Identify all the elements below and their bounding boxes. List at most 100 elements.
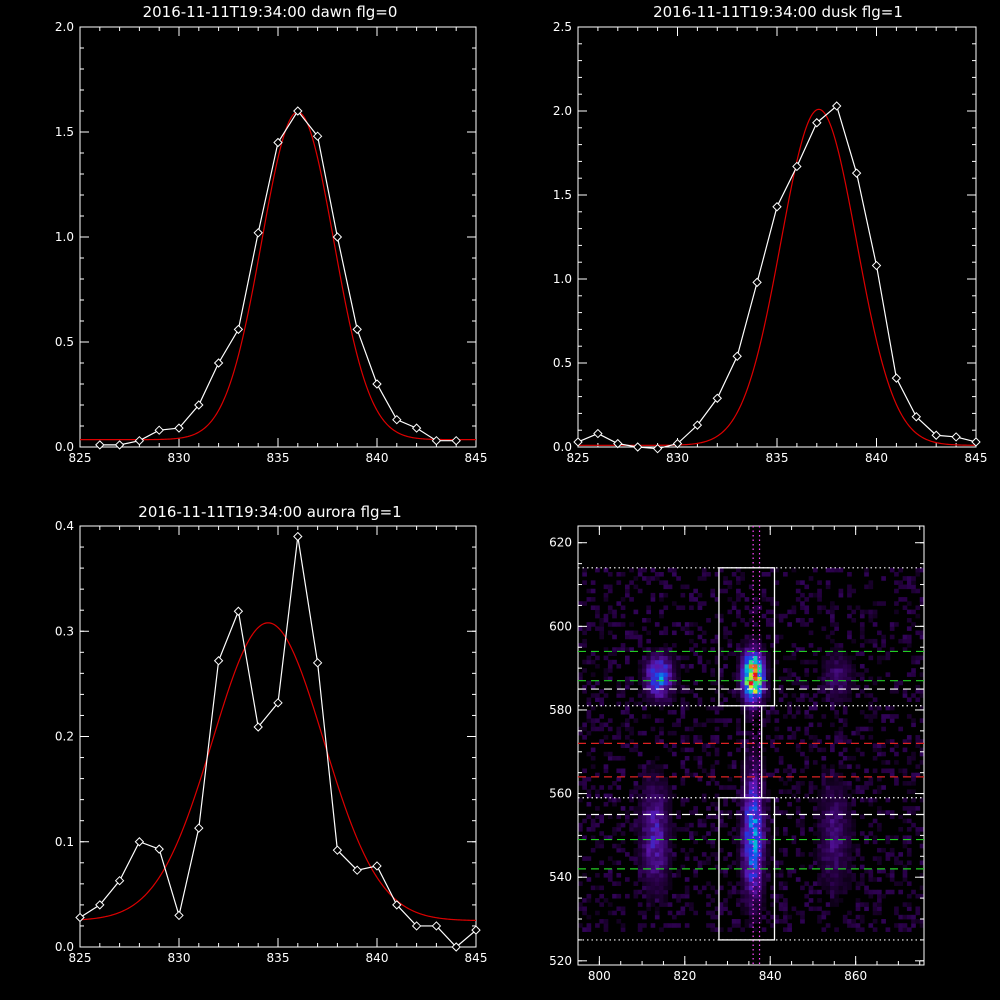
panel-3-heatmap-cell (906, 576, 912, 581)
panel-3-heatmap-cell (642, 889, 647, 895)
panel-3-heatmap-cell (842, 684, 848, 690)
panel-3-heatmap-cell (718, 613, 724, 619)
panel-3-heatmap-cell (821, 831, 827, 836)
panel-3-heatmap-cell (753, 910, 758, 916)
panel-3-heatmap-cell (919, 893, 925, 899)
panel-3-heatmap-cell (864, 868, 869, 874)
panel-3-heatmap-cell (744, 668, 750, 673)
panel-3-heatmap-cell (898, 726, 904, 732)
panel-1-data-point (692, 420, 703, 430)
panel-3-heatmap-cell (915, 735, 921, 740)
panel-3-heatmap-cell (761, 697, 767, 702)
panel-3-heatmap-cell (812, 693, 818, 698)
panel-3-heatmap-cell (778, 881, 784, 886)
panel-3-heatmap-cell (723, 822, 728, 828)
panel-3-heatmap-cell (761, 643, 767, 648)
panel-3-heatmap-cell (859, 622, 865, 627)
panel-3-heatmap-cell (770, 743, 775, 748)
panel-3-heatmap-cell (847, 818, 852, 824)
panel-3-heatmap-cell (607, 726, 613, 732)
panel-3-heatmap-cell (710, 772, 716, 778)
panel-3-heatmap-cell (667, 868, 673, 874)
panel-3-heatmap-cell (744, 835, 750, 840)
panel-3-heatmap-cell (693, 722, 698, 728)
panel-3-heatmap-cell (765, 860, 771, 866)
panel-3-heatmap-cell (667, 701, 673, 707)
panel-3-heatmap-cell (757, 701, 763, 707)
panel-3-heatmap-cell (804, 668, 810, 673)
panel-3-heatmap-cell (633, 789, 639, 794)
panel-3-heatmap-cell (800, 827, 805, 832)
panel-3-heatmap-cell (847, 693, 852, 698)
panel-3-heatmap-cell (607, 902, 613, 907)
panel-3-heatmap-cell (808, 705, 814, 711)
panel-3-heatmap-cell (744, 856, 750, 861)
panel-3-heatmap-cell (629, 856, 634, 861)
panel-3-heatmap-cell (812, 743, 818, 748)
panel-3-heatmap-cell (676, 814, 681, 820)
panel-3-heatmap-cell (654, 797, 660, 803)
panel-3-heatmap-cell (607, 868, 613, 874)
panel-3-heatmap-cell (834, 622, 839, 627)
panel-3-heatmap-cell (650, 668, 656, 673)
panel-3-heatmap-cell (859, 789, 865, 794)
panel-3-heatmap-cell (650, 689, 656, 694)
panel-3-heatmap-cell (894, 609, 899, 615)
panel-3-heatmap-cell (663, 626, 669, 631)
panel-3-heatmap-cell (825, 864, 831, 870)
panel-3-heatmap-cell (731, 571, 737, 577)
panel-3-heatmap-cell (825, 797, 831, 803)
panel-3-heatmap-cell (650, 923, 656, 928)
panel-3-heatmap-cell (723, 868, 728, 874)
panel-3-heatmap-cell (885, 835, 891, 840)
panel-3-heatmap-cell (748, 709, 754, 715)
panel-3-heatmap-cell (838, 676, 844, 682)
panel-3-heatmap-cell (842, 914, 848, 920)
panel-3-heatmap-cell (804, 764, 810, 769)
panel-2-ytick-label: 0.3 (55, 624, 74, 638)
panel-3-heatmap-cell (599, 860, 605, 866)
panel-3-heatmap-cell (812, 705, 818, 711)
panel-3-heatmap-cell (830, 630, 835, 636)
panel-3-heatmap-cell (765, 814, 771, 820)
panel-3-heatmap-cell (838, 672, 844, 677)
panel-3-heatmap-cell (778, 860, 784, 866)
panel-3-heatmap-cell (864, 684, 869, 690)
panel-3-heatmap-cell (748, 847, 754, 853)
panel-3-xtick-label: 800 (588, 969, 611, 983)
panel-3-heatmap-cell (582, 684, 587, 690)
panel-3-heatmap-cell (663, 881, 669, 886)
panel-3-heatmap-cell (659, 613, 664, 619)
panel-3-heatmap-cell (650, 647, 656, 652)
panel-3-heatmap-cell (877, 910, 882, 916)
panel-3-heatmap-cell (714, 781, 720, 786)
panel-3-heatmap-cell (671, 709, 677, 715)
panel-3-heatmap-cell (898, 814, 904, 820)
panel-3-heatmap-cell (765, 793, 771, 799)
panel-3-heatmap-cell (761, 705, 767, 711)
panel-3-heatmap-cell (701, 852, 707, 857)
panel-3-heatmap-cell (714, 852, 720, 857)
panel-3-heatmap-cell (859, 914, 865, 920)
panel-3-heatmap-cell (654, 868, 660, 874)
panel-3-heatmap-cell (659, 801, 664, 807)
panel-3-heatmap-cell (774, 919, 780, 924)
panel-0-ytick-label: 0.5 (55, 335, 74, 349)
panel-3-heatmap-cell (684, 630, 690, 636)
panel-3-heatmap-cell (757, 919, 763, 924)
panel-3-heatmap-cell (906, 847, 912, 853)
panel-3-xtick-label: 840 (759, 969, 782, 983)
panel-3-heatmap-cell (629, 680, 634, 686)
panel-3-heatmap-cell (740, 672, 745, 677)
panel-3-heatmap-cell (697, 701, 703, 707)
panel-3-heatmap-cell (855, 914, 861, 920)
panel-3-heatmap-cell (753, 898, 758, 903)
panel-3-heatmap-cell (599, 626, 605, 631)
panel-3-heatmap-cell (642, 793, 647, 799)
panel-3-heatmap-cell (595, 822, 600, 828)
panel-3-heatmap-cell (825, 881, 831, 886)
panel-3-heatmap-cell (842, 651, 848, 657)
panel-3-heatmap-cell (629, 634, 634, 640)
panel-3-heatmap-cell (659, 764, 664, 769)
panel-3-heatmap-cell (740, 797, 745, 803)
